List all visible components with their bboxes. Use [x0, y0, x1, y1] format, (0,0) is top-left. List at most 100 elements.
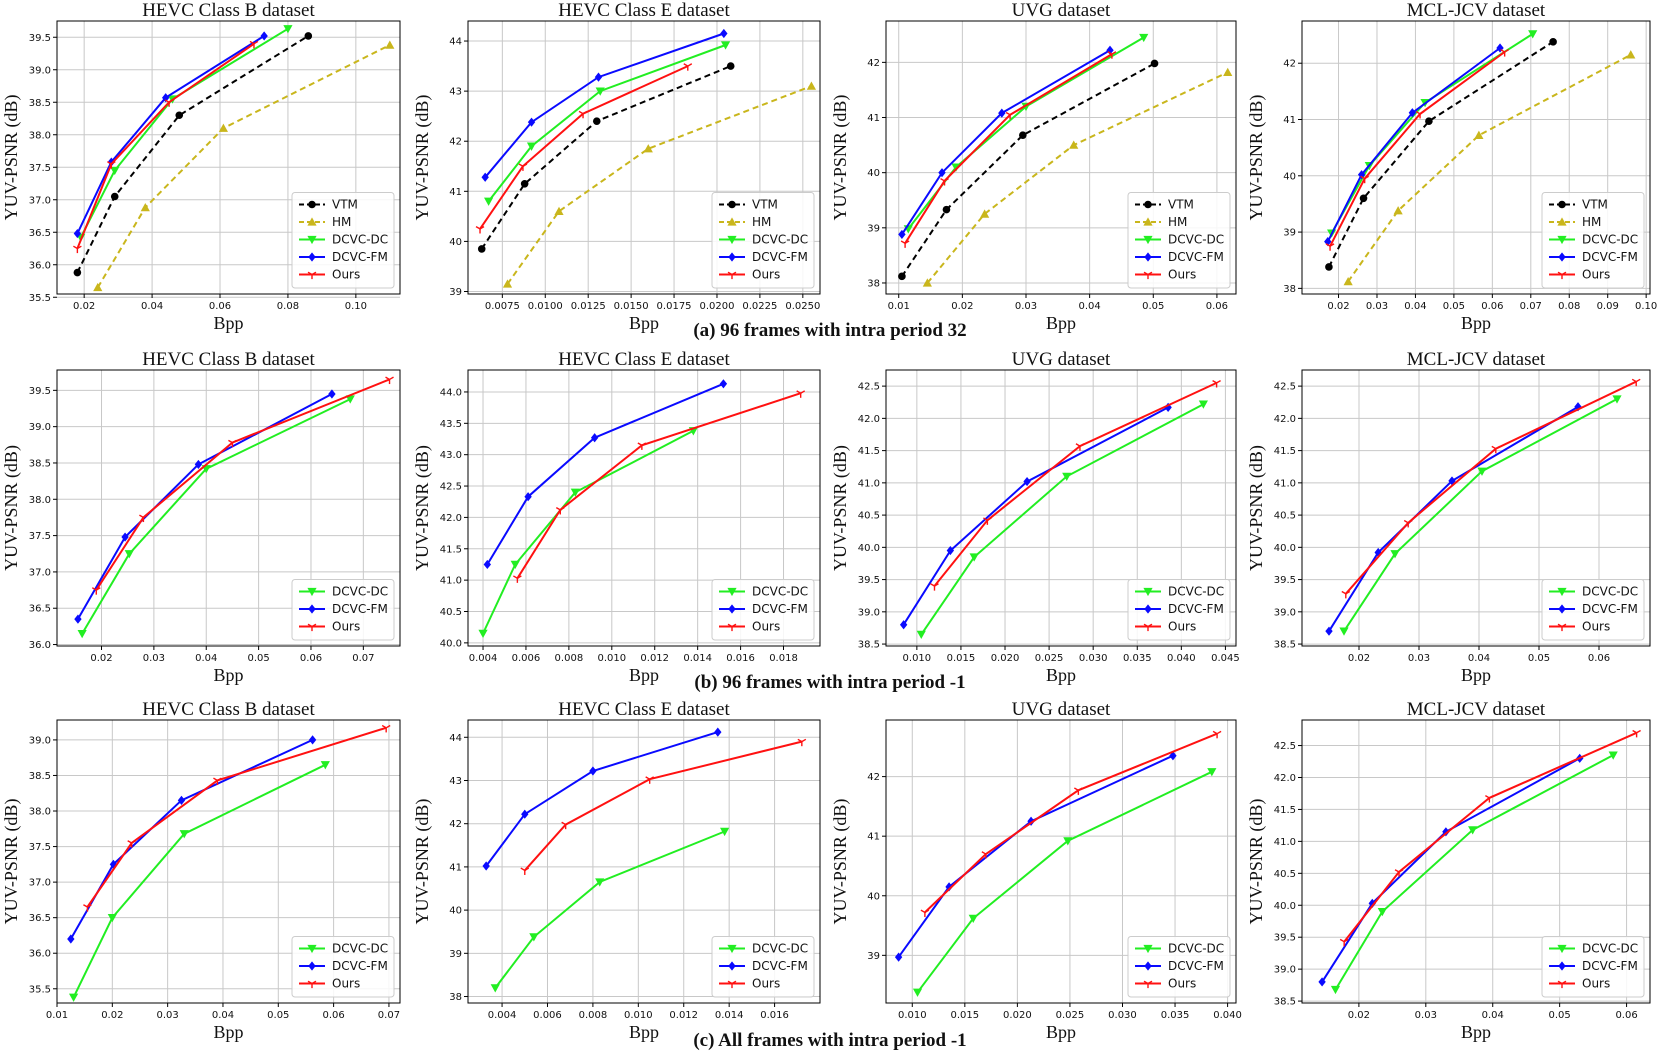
legend-label: Ours: [752, 620, 780, 634]
y-tick-label: 39: [449, 287, 462, 298]
data-point: [1626, 50, 1636, 59]
data-point: [643, 144, 653, 153]
x-tick-label: 0.06: [209, 301, 231, 312]
x-tick-label: 0.06: [300, 653, 322, 664]
data-point: [998, 108, 1006, 118]
data-point: [683, 63, 693, 71]
legend-marker: [728, 604, 736, 614]
series-line: [1345, 380, 1637, 595]
legend-marker: [1557, 217, 1567, 226]
data-point: [912, 988, 923, 997]
legend-entry-hm: HM: [1135, 215, 1187, 229]
series-dcvc-dc: [1339, 395, 1622, 636]
x-tick-label: 0.03: [1408, 653, 1430, 664]
y-tick-label: 38: [449, 992, 462, 1003]
data-point: [502, 279, 513, 288]
x-tick-label: 0.010: [597, 653, 626, 664]
data-point: [1325, 263, 1333, 271]
series-dcvc-dc: [484, 41, 731, 206]
data-point: [194, 459, 203, 470]
caption-a: (a) 96 frames with intra period 32: [693, 320, 966, 341]
y-tick-label: 37.0: [29, 878, 51, 889]
data-point: [1608, 751, 1618, 760]
x-axis-label: Bpp: [1461, 313, 1491, 333]
y-tick-label: 38.5: [1274, 997, 1296, 1008]
chart-5: 0.02 0.03 0.04 0.05 0.06 0.07 36.0 36.5 37.0 37.5…: [1, 349, 401, 685]
data-point: [1528, 30, 1538, 39]
data-point: [1425, 117, 1433, 125]
chart-title: HEVC Class E dataset: [558, 0, 730, 21]
series-ours: [920, 730, 1222, 918]
y-axis-label: YUV-PSNR (dB): [1, 445, 22, 571]
data-point: [1073, 787, 1083, 795]
y-tick-label: 39.0: [1274, 965, 1296, 976]
data-point: [592, 117, 601, 125]
legend-marker: [1558, 200, 1566, 209]
x-tick-label: 0.010: [624, 1010, 653, 1021]
legend-entry-dcvc-dc: DCVC-DC: [1549, 233, 1638, 247]
data-point: [1415, 110, 1425, 119]
series-line: [482, 429, 694, 634]
y-tick-label: 41: [449, 187, 462, 198]
y-tick-label: 40.5: [858, 511, 880, 522]
x-tick-label: 0.02: [1348, 1010, 1370, 1021]
legend-entry-vtm: VTM: [1135, 198, 1194, 212]
x-tick-label: 0.06: [1615, 1010, 1637, 1021]
data-point: [345, 395, 355, 404]
y-tick-label: 42: [867, 58, 880, 69]
legend-marker: [308, 961, 316, 971]
data-point: [175, 111, 184, 120]
chart-title: HEVC Class B dataset: [142, 349, 315, 370]
x-axis-label: Bpp: [1461, 1022, 1491, 1042]
series-ours: [1339, 729, 1641, 947]
legend-label: DCVC-DC: [1168, 233, 1224, 247]
legend-entry-vtm: VTM: [1549, 198, 1608, 212]
data-point: [77, 629, 87, 639]
legend-label: Ours: [1582, 268, 1610, 282]
legend-label: VTM: [752, 198, 778, 212]
series-line: [933, 381, 1218, 587]
data-point: [513, 575, 522, 583]
series-line: [926, 71, 1229, 284]
x-tick-label: 0.04: [1404, 301, 1426, 312]
x-tick-label: 0.02: [101, 1010, 123, 1021]
data-point: [1390, 550, 1400, 559]
legend-box: [1127, 936, 1231, 998]
legend-label: DCVC-FM: [1582, 959, 1638, 973]
legend-marker: [1558, 961, 1566, 971]
x-tick-label: 0.035: [1161, 1010, 1190, 1021]
legend-marker: [1144, 200, 1152, 209]
data-point: [1491, 445, 1501, 454]
data-point: [1106, 45, 1114, 55]
legend-marker: [308, 200, 316, 209]
x-tick-label: 0.020: [1003, 1010, 1032, 1021]
legend-marker: [1143, 587, 1153, 597]
series-line: [1326, 47, 1501, 243]
y-axis-label: YUV-PSNR (dB): [412, 95, 433, 221]
y-tick-label: 41.5: [858, 446, 880, 457]
chart-title: MCL-JCV dataset: [1407, 349, 1546, 370]
series-ours: [520, 738, 807, 875]
legend-label: DCVC-DC: [1168, 585, 1224, 599]
y-tick-label: 44.0: [440, 387, 462, 398]
x-tick-label: 0.06: [1481, 301, 1503, 312]
y-axis-label: YUV-PSNR (dB): [1246, 95, 1267, 221]
y-tick-label: 40.5: [440, 607, 462, 618]
data-point: [1374, 547, 1382, 558]
legend-marker: [727, 217, 737, 226]
x-axis-label: Bpp: [213, 665, 243, 685]
legend-label: Ours: [752, 977, 780, 991]
data-point: [139, 514, 148, 523]
chart-1: 0.02 0.04 0.06 0.08 0.10 35.5 36.0 36.5 37.0 37.5…: [1, 0, 401, 333]
y-tick-label: 42.0: [1274, 414, 1296, 425]
y-tick-label: 41: [449, 862, 462, 873]
legend-label: DCVC-DC: [332, 585, 388, 599]
legend: DCVC-DC DCVC-FM Ours: [291, 936, 395, 998]
legend-entry-dcvc-dc: DCVC-DC: [299, 942, 388, 956]
series-line: [904, 53, 1113, 244]
x-tick-label: 0.04: [212, 1010, 234, 1021]
series-ours: [513, 390, 806, 583]
y-axis-label: YUV-PSNR (dB): [1, 799, 22, 925]
x-tick-label: 0.0175: [657, 301, 692, 312]
x-tick-label: 0.08: [1558, 301, 1580, 312]
